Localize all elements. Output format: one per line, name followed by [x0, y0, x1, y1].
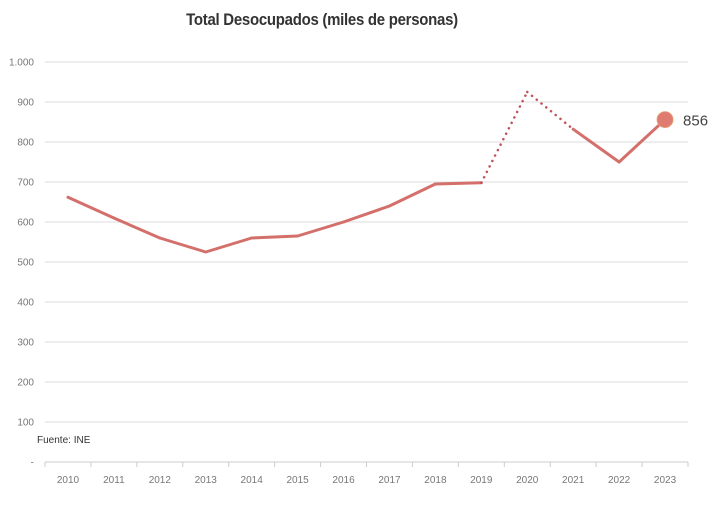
y-tick-label: 100: [17, 418, 34, 429]
line-segment: [112, 216, 162, 240]
x-tick-label: 2010: [57, 475, 80, 486]
line-segment: [433, 181, 483, 186]
x-tick-label: 2014: [241, 475, 264, 486]
line-segment: [342, 204, 391, 224]
x-tick-label: 2016: [332, 475, 355, 486]
line-segment: [296, 220, 346, 238]
end-value-label: 856: [683, 113, 708, 130]
x-tick-label: 2020: [516, 475, 539, 486]
chart-title: Total Desocupados (miles de personas): [186, 10, 458, 29]
y-tick-label: 700: [17, 178, 34, 189]
source-note: Fuente: INE: [37, 435, 91, 446]
dotted-line-segment: [526, 90, 575, 131]
x-tick-label: 2018: [424, 475, 447, 486]
line-segment: [571, 127, 621, 164]
line-segment: [387, 182, 437, 208]
y-tick-label: 200: [17, 378, 34, 389]
y-tick-label: 1.000: [9, 58, 34, 69]
line-segment: [66, 195, 116, 220]
y-tick-label: 300: [17, 338, 34, 349]
x-tick-label: 2013: [195, 475, 218, 486]
y-tick-label: 900: [17, 98, 34, 109]
x-tick-label: 2019: [470, 475, 493, 486]
y-tick-label: 500: [17, 258, 34, 269]
y-tick-label: 400: [17, 298, 34, 309]
end-point-marker: [656, 111, 674, 128]
x-tick-label: 2021: [562, 475, 585, 486]
x-tick-label: 2017: [378, 475, 401, 486]
dotted-line-segment: [480, 90, 529, 185]
line-segment: [250, 234, 300, 240]
line-segment: [158, 236, 208, 254]
line-segment: [204, 236, 254, 254]
x-tick-label: 2022: [608, 475, 631, 486]
x-tick-label: 2015: [286, 475, 309, 486]
y-tick-label: 800: [17, 138, 34, 149]
line-segment: [617, 118, 667, 164]
x-tick-label: 2023: [654, 475, 677, 486]
x-tick-label: 2011: [103, 475, 125, 486]
y-tick-label: 600: [17, 218, 34, 229]
y-tick-label: -: [31, 458, 34, 469]
x-tick-label: 2012: [149, 475, 172, 486]
